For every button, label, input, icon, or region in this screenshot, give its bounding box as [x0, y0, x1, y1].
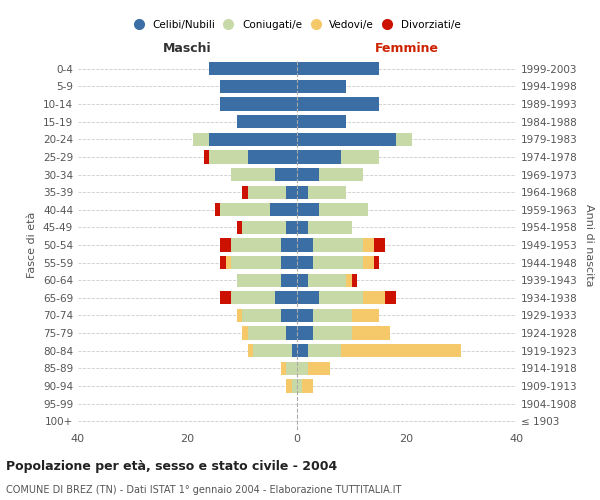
Bar	[237, 115, 297, 128]
Text: Femmine: Femmine	[374, 42, 439, 54]
Bar	[362, 256, 374, 269]
Text: Popolazione per età, sesso e stato civile - 2004: Popolazione per età, sesso e stato civil…	[6, 460, 337, 473]
Bar	[319, 291, 362, 304]
Bar	[220, 256, 226, 269]
Bar	[362, 291, 385, 304]
Bar	[297, 168, 319, 181]
Bar	[226, 256, 232, 269]
Bar	[385, 291, 395, 304]
Bar	[220, 80, 297, 93]
Bar	[281, 362, 286, 375]
Bar	[220, 98, 297, 110]
Bar	[193, 132, 209, 146]
Bar	[352, 326, 390, 340]
Bar	[281, 238, 297, 252]
Bar	[362, 238, 374, 252]
Bar	[275, 168, 297, 181]
Bar	[286, 326, 297, 340]
Bar	[313, 256, 363, 269]
Bar	[286, 362, 297, 375]
Bar	[297, 326, 313, 340]
Bar	[297, 291, 319, 304]
Bar	[204, 150, 209, 164]
Bar	[297, 186, 308, 198]
Bar	[313, 326, 352, 340]
Bar	[308, 221, 352, 234]
Bar	[297, 309, 313, 322]
Bar	[341, 344, 461, 358]
Bar	[297, 274, 308, 287]
Bar	[275, 291, 297, 304]
Bar	[242, 186, 248, 198]
Bar	[237, 309, 242, 322]
Bar	[313, 238, 363, 252]
Bar	[248, 150, 297, 164]
Bar	[209, 62, 297, 76]
Bar	[242, 221, 286, 234]
Bar	[319, 168, 362, 181]
Bar	[232, 256, 281, 269]
Bar	[242, 309, 281, 322]
Bar	[281, 274, 297, 287]
Bar	[374, 238, 385, 252]
Y-axis label: Anni di nascita: Anni di nascita	[584, 204, 594, 286]
Bar	[297, 132, 395, 146]
Bar	[297, 80, 346, 93]
Bar	[292, 380, 297, 392]
Bar	[281, 309, 297, 322]
Bar	[346, 274, 352, 287]
Bar	[352, 309, 379, 322]
Bar	[232, 238, 281, 252]
Bar	[297, 238, 313, 252]
Bar	[248, 344, 253, 358]
Bar	[297, 344, 308, 358]
Bar	[209, 150, 248, 164]
Bar	[253, 344, 292, 358]
Bar	[292, 344, 297, 358]
Bar	[297, 380, 302, 392]
Bar	[286, 221, 297, 234]
Bar	[220, 203, 269, 216]
Bar	[269, 203, 297, 216]
Bar	[281, 256, 297, 269]
Bar	[286, 186, 297, 198]
Bar	[297, 62, 379, 76]
Bar	[232, 291, 275, 304]
Bar	[308, 186, 346, 198]
Bar	[215, 203, 220, 216]
Y-axis label: Fasce di età: Fasce di età	[28, 212, 37, 278]
Bar	[209, 132, 297, 146]
Bar	[248, 186, 286, 198]
Bar	[297, 203, 319, 216]
Legend: Celibi/Nubili, Coniugati/e, Vedovi/e, Divorziati/e: Celibi/Nubili, Coniugati/e, Vedovi/e, Di…	[130, 17, 464, 34]
Bar	[286, 380, 292, 392]
Bar	[297, 115, 346, 128]
Bar	[220, 291, 232, 304]
Bar	[248, 326, 286, 340]
Text: COMUNE DI BREZ (TN) - Dati ISTAT 1° gennaio 2004 - Elaborazione TUTTITALIA.IT: COMUNE DI BREZ (TN) - Dati ISTAT 1° genn…	[6, 485, 401, 495]
Bar	[242, 326, 248, 340]
Bar	[352, 274, 357, 287]
Bar	[308, 362, 330, 375]
Bar	[237, 221, 242, 234]
Bar	[237, 274, 281, 287]
Bar	[297, 150, 341, 164]
Bar	[395, 132, 412, 146]
Bar	[308, 344, 341, 358]
Bar	[374, 256, 379, 269]
Bar	[297, 98, 379, 110]
Bar	[297, 221, 308, 234]
Bar	[297, 362, 308, 375]
Bar	[308, 274, 346, 287]
Bar	[220, 238, 232, 252]
Bar	[341, 150, 379, 164]
Bar	[297, 256, 313, 269]
Bar	[319, 203, 368, 216]
Bar	[302, 380, 313, 392]
Text: Maschi: Maschi	[163, 42, 212, 54]
Bar	[232, 168, 275, 181]
Bar	[313, 309, 352, 322]
